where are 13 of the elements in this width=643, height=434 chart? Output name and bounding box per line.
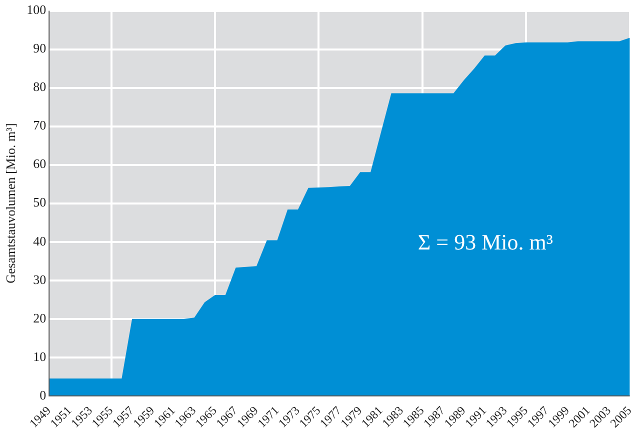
- y-tick-label: 30: [33, 272, 46, 287]
- y-tick-label: 20: [33, 310, 46, 326]
- annotation: Σ = 93 Mio. m³: [418, 230, 554, 255]
- y-tick-label: 10: [33, 348, 46, 364]
- y-tick-label: 50: [33, 194, 46, 210]
- y-tick-label: 60: [33, 156, 46, 172]
- y-tick-label: 90: [33, 40, 46, 56]
- y-tick-label: 40: [33, 233, 46, 248]
- y-tick-label: 70: [33, 118, 46, 133]
- y-tick-label: 100: [26, 2, 46, 18]
- y-tick-label: 0: [40, 387, 46, 402]
- y-tick-label: 80: [33, 79, 46, 94]
- y-axis-title: Gesamtstauvolumen [Mio. m³]: [3, 123, 18, 284]
